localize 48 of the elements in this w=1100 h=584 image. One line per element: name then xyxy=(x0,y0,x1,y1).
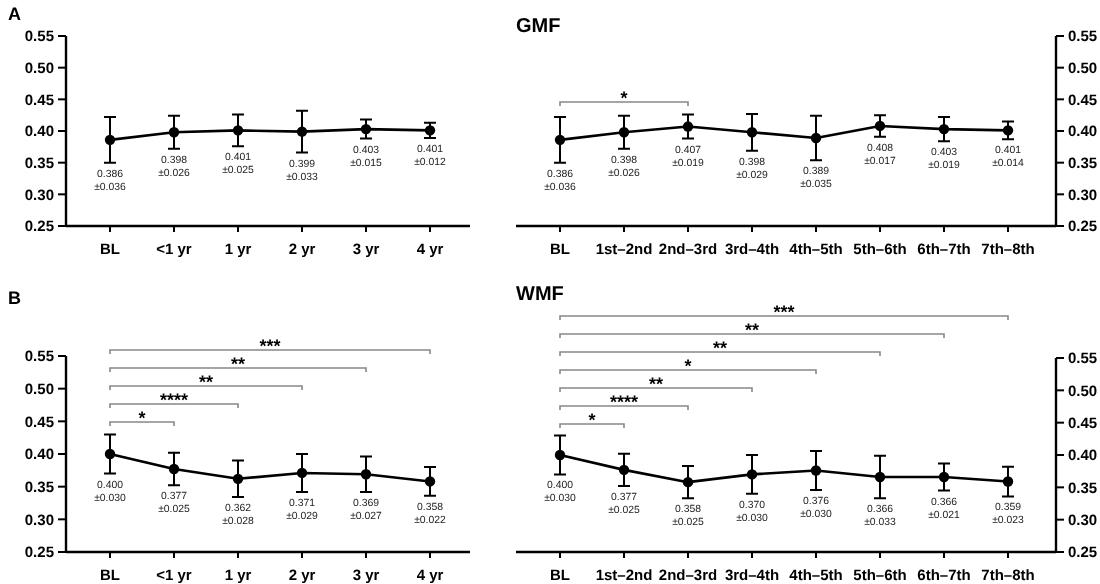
point xyxy=(232,473,244,485)
point xyxy=(554,449,566,461)
significance-bracket: ** xyxy=(559,338,881,358)
annotation: ** xyxy=(230,354,246,374)
point xyxy=(810,465,822,476)
point xyxy=(360,469,372,480)
significance-bracket: ** xyxy=(559,374,753,394)
chart-title: GMF xyxy=(516,16,561,38)
point xyxy=(554,134,566,146)
point xyxy=(682,476,694,488)
point xyxy=(746,469,758,480)
point xyxy=(874,120,886,132)
annotation: ** xyxy=(648,374,664,394)
point xyxy=(1002,476,1014,487)
point xyxy=(938,123,950,135)
annotation: **** xyxy=(159,390,189,410)
significance-bracket: * xyxy=(559,356,817,376)
point xyxy=(168,463,180,475)
annotation: * xyxy=(620,88,629,108)
annotation: ** xyxy=(712,338,728,358)
point xyxy=(810,132,822,144)
point xyxy=(104,448,116,460)
annotation: * xyxy=(138,408,147,428)
point xyxy=(746,127,758,138)
text: B xyxy=(8,288,22,308)
significance-bracket: **** xyxy=(109,390,239,410)
significance-bracket: **** xyxy=(559,392,689,412)
point xyxy=(874,471,886,483)
point xyxy=(682,121,694,132)
annotation: * xyxy=(588,410,597,430)
point xyxy=(296,467,308,479)
significance-bracket: * xyxy=(109,408,175,428)
significance-bracket: ** xyxy=(109,354,367,374)
annotation: ** xyxy=(198,372,214,392)
significance-bracket: *** xyxy=(559,302,1009,322)
significance-bracket: ** xyxy=(559,320,945,340)
significance-bracket: ** xyxy=(109,372,303,392)
point xyxy=(618,127,630,138)
annotation: **** xyxy=(609,392,639,412)
text: A xyxy=(8,4,22,24)
annotation: * xyxy=(684,356,693,376)
significance-bracket: * xyxy=(559,88,689,108)
significance-bracket: *** xyxy=(109,336,431,356)
chart-title: WMF xyxy=(516,284,564,306)
point xyxy=(424,476,436,487)
point xyxy=(618,464,630,476)
significance-bracket: * xyxy=(559,410,625,430)
point xyxy=(938,471,950,483)
